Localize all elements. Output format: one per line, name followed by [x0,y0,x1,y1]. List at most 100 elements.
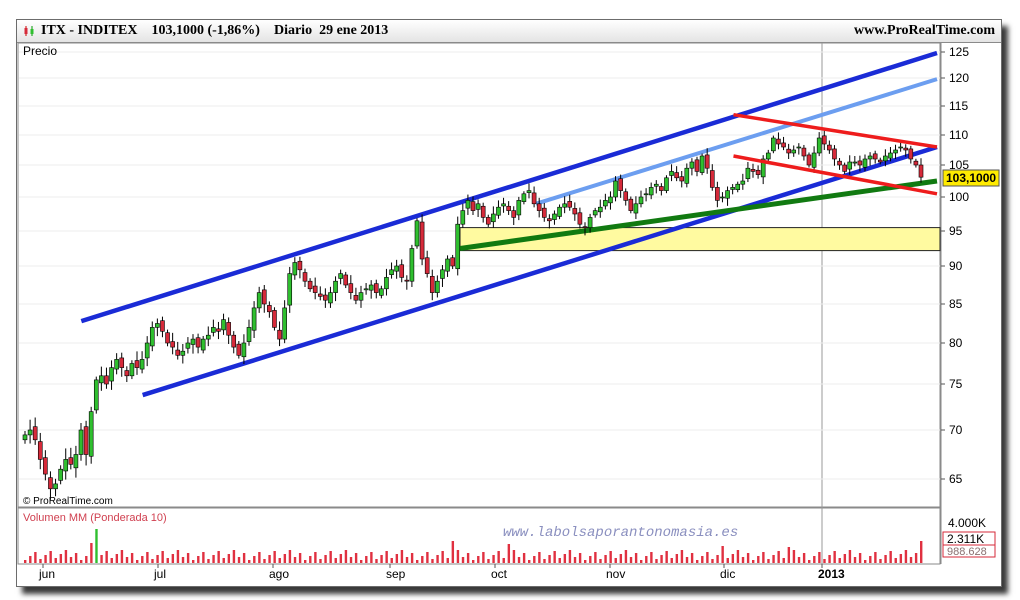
candle [124,366,130,383]
volume-bar [324,555,327,563]
title-bar: ITX - INDITEX 103,1000 (-1,86%) Diario 2… [17,20,1001,43]
volume-bar [813,556,816,563]
candle [643,188,649,202]
volume-bar [787,547,791,563]
volume-bar [741,557,745,563]
volume-bar [197,556,200,563]
volume-bar [212,555,215,563]
volume-bar [864,560,867,563]
candle [791,145,797,157]
volume-label-max: 4.000K [948,516,986,530]
candle [709,164,715,191]
volume-bar [349,557,353,563]
volume-bar [298,553,302,563]
candle [908,145,914,164]
volume-bar [273,551,276,563]
candle [404,275,410,290]
volume-bar [680,550,684,563]
volume-bar [105,551,108,563]
candle [740,173,746,190]
candle [241,334,247,364]
symbol-label: ITX - INDITEX [41,23,138,38]
copyright-label: © ProRealTime.com [23,496,113,507]
candle [297,256,303,279]
last-price-tag: 103,1000 [942,169,1000,187]
volume-bar [884,555,887,563]
candle [811,146,817,173]
price-panel-title: Precio [23,44,57,58]
candle [414,218,420,249]
volume-bar [853,557,857,563]
volume-bar [288,550,292,563]
candle [144,336,150,367]
volume-bar [334,558,337,563]
volume-bar [920,541,923,563]
volume-bar [248,560,251,563]
volume-bar [711,559,714,563]
volume-bar [202,552,205,563]
candle [88,406,94,464]
candle [501,197,506,213]
volume-bar [802,553,806,563]
volume-bar [726,558,729,563]
volume-bar [573,557,577,563]
candle [745,162,751,183]
candle [857,155,863,172]
volume-bar [655,559,658,563]
volume-bar [329,551,332,563]
volume-bar [431,559,434,563]
volume-bar [222,558,225,563]
volume-bar [823,559,826,563]
candle [633,196,639,220]
volume-bar [192,560,195,563]
volume-bar [589,556,592,563]
volume-bar [701,556,704,563]
y-tick-label: 125 [949,45,969,59]
candle [429,269,435,301]
volume-bar [512,550,516,563]
volume-bar [706,552,709,563]
volume-bar [757,556,760,563]
volume-bar [578,553,582,563]
chart-title: ITX - INDITEX 103,1000 (-1,86%) Diario 2… [41,23,388,39]
watermark: www.labolsaporantonomasia.es [503,525,738,541]
volume-bar [538,552,541,563]
candle [368,280,374,299]
candle [771,135,776,154]
candle [129,360,135,380]
candle [139,351,145,374]
volume-bar [752,560,755,563]
volume-bar [472,560,475,563]
volume-bar [283,554,287,563]
trendlines-under [80,50,938,398]
volume-bar [54,558,57,563]
volume-bar [171,554,175,563]
candle [450,254,455,270]
candle [913,158,919,168]
candle [572,202,578,221]
candle [827,140,832,154]
volume-bar [263,559,266,563]
y-tick-label: 85 [949,297,963,311]
candle [272,307,277,331]
volume-bar [874,552,877,563]
candle [338,269,343,285]
candle [93,376,99,414]
candle [389,262,394,279]
volume-bar [365,556,368,563]
candle [37,432,43,470]
price-axis-ticks: 65 70 75 80 85 90 95 100 105 110 115 120 125 [941,45,969,486]
x-tick-label: 2013 [818,567,845,581]
volume-bar [746,553,750,563]
volume-bar [879,559,882,563]
volume-bar [146,552,149,563]
volume-bar [894,558,897,563]
site-url[interactable]: www.ProRealTime.com [853,23,995,38]
downtrend-bottom-line [733,154,938,196]
candle [343,271,349,289]
candle [384,268,389,296]
y-tick-label: 90 [949,259,963,273]
downtrend-top-line [733,112,938,149]
candle [445,255,450,277]
volume-bar [59,554,63,563]
